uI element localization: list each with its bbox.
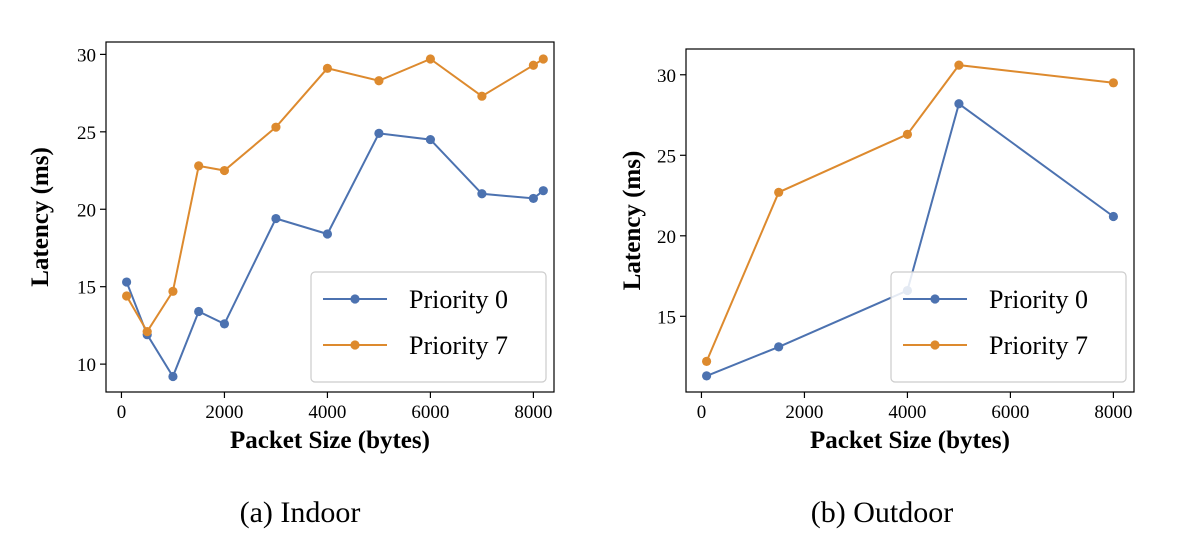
outdoor-legend-priority-0-label: Priority 0: [989, 285, 1088, 314]
indoor-legend-priority-0-label: Priority 0: [409, 285, 508, 314]
indoor-y-tick-label: 25: [77, 123, 96, 144]
outdoor-y-tick-label: 30: [657, 66, 676, 87]
indoor-priority-0-line: [125, 132, 544, 379]
outdoor-legend-priority-7-marker: [930, 340, 940, 350]
outdoor-priority-0-point: [954, 99, 964, 109]
outdoor-legend-priority-0-marker: [930, 294, 940, 304]
indoor-priority-7-point: [322, 63, 333, 73]
indoor-priority-0-point: [194, 306, 204, 317]
outdoor-plot-frame: [685, 48, 1135, 393]
outdoor-x-tick-label: 6000: [991, 402, 1029, 423]
indoor-priority-7-point: [142, 327, 152, 337]
indoor-x-tick-label: 0: [117, 402, 127, 423]
outdoor-x-tick-label: 4000: [888, 402, 926, 423]
indoor-priority-7-point: [271, 122, 281, 132]
indoor-caption: (a) Indoor: [240, 496, 361, 529]
outdoor-legend: Priority 0 Priority 7: [890, 271, 1127, 383]
outdoor-y-tick-label: 15: [657, 307, 676, 328]
outdoor-y-axis-label: Latency (ms): [619, 151, 646, 291]
indoor-priority-0-point: [538, 186, 548, 196]
indoor-priority-7-point: [219, 165, 230, 176]
indoor-x-tick-label: 8000: [514, 402, 552, 423]
outdoor-legend-priority-7-label: Priority 7: [989, 331, 1088, 360]
outdoor-caption: (b) Outdoor: [811, 496, 953, 529]
indoor-y-tick-label: 20: [77, 200, 96, 221]
indoor-x-tick-label: 6000: [411, 402, 449, 423]
indoor-priority-0-point: [425, 134, 436, 145]
indoor-chart-panel: 0 2000 4000 6000 8000 10 15 20 25 30 Packet Size (…: [27, 41, 555, 529]
outdoor-y-tick-label: 20: [657, 227, 676, 248]
indoor-priority-0-point: [271, 213, 281, 224]
outdoor-x-tick-label: 0: [697, 402, 707, 423]
outdoor-priority-0-point: [1108, 211, 1119, 222]
indoor-plot-frame: [105, 41, 555, 393]
outdoor-priority-0-point: [701, 371, 712, 381]
outdoor-x-tick-label: 2000: [785, 402, 823, 423]
outdoor-x-axis-label: Packet Size (bytes): [810, 427, 1010, 454]
indoor-legend-priority-7-label: Priority 7: [409, 331, 508, 360]
indoor-x-tick-label: 2000: [205, 402, 243, 423]
indoor-priority-7-point: [538, 54, 548, 64]
indoor-priority-0-point: [121, 277, 132, 287]
indoor-y-axis-label: Latency (ms): [27, 147, 54, 287]
indoor-y-tick-label: 15: [77, 278, 96, 299]
outdoor-priority-7-point: [701, 356, 712, 367]
indoor-y-tick-label: 30: [77, 45, 96, 66]
indoor-priority-7-point: [194, 161, 204, 171]
indoor-priority-7-point: [528, 60, 539, 70]
outdoor-y-tick-label: 25: [657, 146, 676, 167]
indoor-priority-7-point: [168, 286, 178, 296]
indoor-priority-7-point: [374, 76, 384, 86]
indoor-priority-0-point: [477, 189, 487, 199]
indoor-priority-0-point: [528, 193, 539, 204]
indoor-priority-0-point: [219, 319, 230, 329]
indoor-x-axis-label: Packet Size (bytes): [230, 427, 430, 454]
outdoor-priority-7-point: [1108, 78, 1119, 88]
outdoor-priority-7-point: [774, 187, 784, 197]
indoor-priority-7-point: [477, 91, 487, 101]
outdoor-chart-panel: 0 2000 4000 6000 8000 15 20 25 30 Packet Size (by…: [619, 48, 1135, 529]
outdoor-priority-7-point: [954, 60, 964, 70]
indoor-priority-7-line: [125, 57, 544, 334]
outdoor-priority-7-point: [902, 129, 913, 139]
indoor-legend: Priority 0 Priority 7: [310, 271, 547, 383]
indoor-priority-0-point: [322, 229, 333, 239]
indoor-y-tick-label: 10: [77, 355, 96, 376]
outdoor-x-tick-label: 8000: [1094, 402, 1132, 423]
indoor-legend-priority-7-marker: [350, 340, 360, 350]
indoor-priority-7-point: [425, 54, 436, 64]
indoor-legend-priority-0-marker: [350, 294, 360, 304]
indoor-priority-0-point: [168, 371, 178, 382]
indoor-priority-7-point: [121, 291, 132, 301]
indoor-priority-0-point: [374, 128, 384, 138]
outdoor-priority-0-point: [774, 342, 784, 352]
indoor-x-tick-label: 4000: [308, 402, 346, 423]
